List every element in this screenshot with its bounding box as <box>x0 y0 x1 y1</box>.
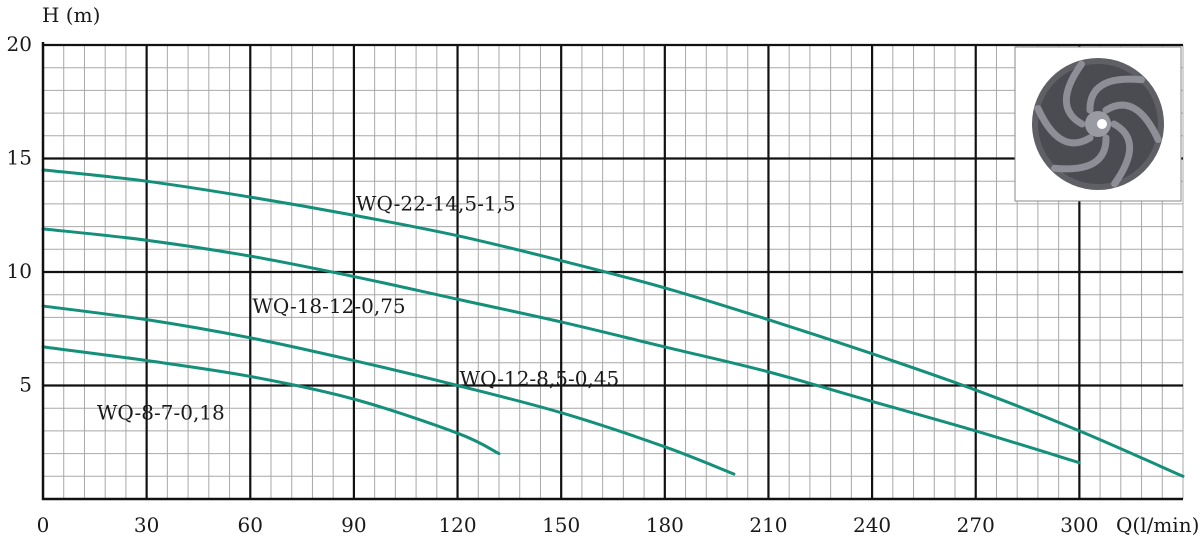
series-line-3 <box>41 345 501 456</box>
x-tick-label: 0 <box>37 513 50 537</box>
series-line-2 <box>41 304 736 476</box>
x-tick-label: 120 <box>438 513 476 537</box>
impeller-shaft-hole <box>1097 119 1107 129</box>
x-tick-label: 30 <box>134 513 159 537</box>
axes <box>41 42 1183 501</box>
major-grid <box>43 43 1183 499</box>
y-axis-label: H (m) <box>42 3 100 27</box>
x-tick-label: 240 <box>853 513 891 537</box>
x-tick-label: 210 <box>749 513 787 537</box>
y-tick-labels: 5 10 15 20 <box>7 32 32 397</box>
x-tick-label: 300 <box>1060 513 1098 537</box>
series-label-2: WQ-12-8,5-0,45 <box>460 367 620 391</box>
series-label-0: WQ-22-14,5-1,5 <box>356 192 516 216</box>
x-tick-label: 150 <box>542 513 580 537</box>
impeller-vane <box>1063 60 1086 128</box>
impeller-vane <box>1034 104 1094 147</box>
impeller-photo <box>1014 46 1182 202</box>
impeller-vane <box>1110 120 1133 188</box>
series-label-1: WQ-18-12-0,75 <box>252 294 405 318</box>
x-tick-labels: 0 30 60 90 120 150 180 210 240 270 300 <box>37 513 1099 537</box>
impeller-vane <box>1051 134 1110 173</box>
x-tick-label: 90 <box>341 513 366 537</box>
y-tick-label: 5 <box>19 373 32 397</box>
x-tick-label: 180 <box>646 513 684 537</box>
series-line-1 <box>41 227 1081 465</box>
impeller-vane <box>1086 75 1145 114</box>
series-label-3: WQ-8-7-0,18 <box>97 401 225 425</box>
x-axis-label: Q(l/min) <box>1116 513 1199 537</box>
impeller-vane <box>1102 101 1162 144</box>
x-tick-label: 60 <box>238 513 263 537</box>
y-tick-label: 20 <box>7 32 32 56</box>
curve-labels: WQ-22-14,5-1,5 WQ-18-12-0,75 WQ-12-8,5-0,4… <box>97 192 619 425</box>
curves <box>41 168 1185 478</box>
series-line-0 <box>41 168 1185 478</box>
x-tick-label: 270 <box>957 513 995 537</box>
y-tick-label: 15 <box>7 146 32 170</box>
y-tick-label: 10 <box>7 259 32 283</box>
